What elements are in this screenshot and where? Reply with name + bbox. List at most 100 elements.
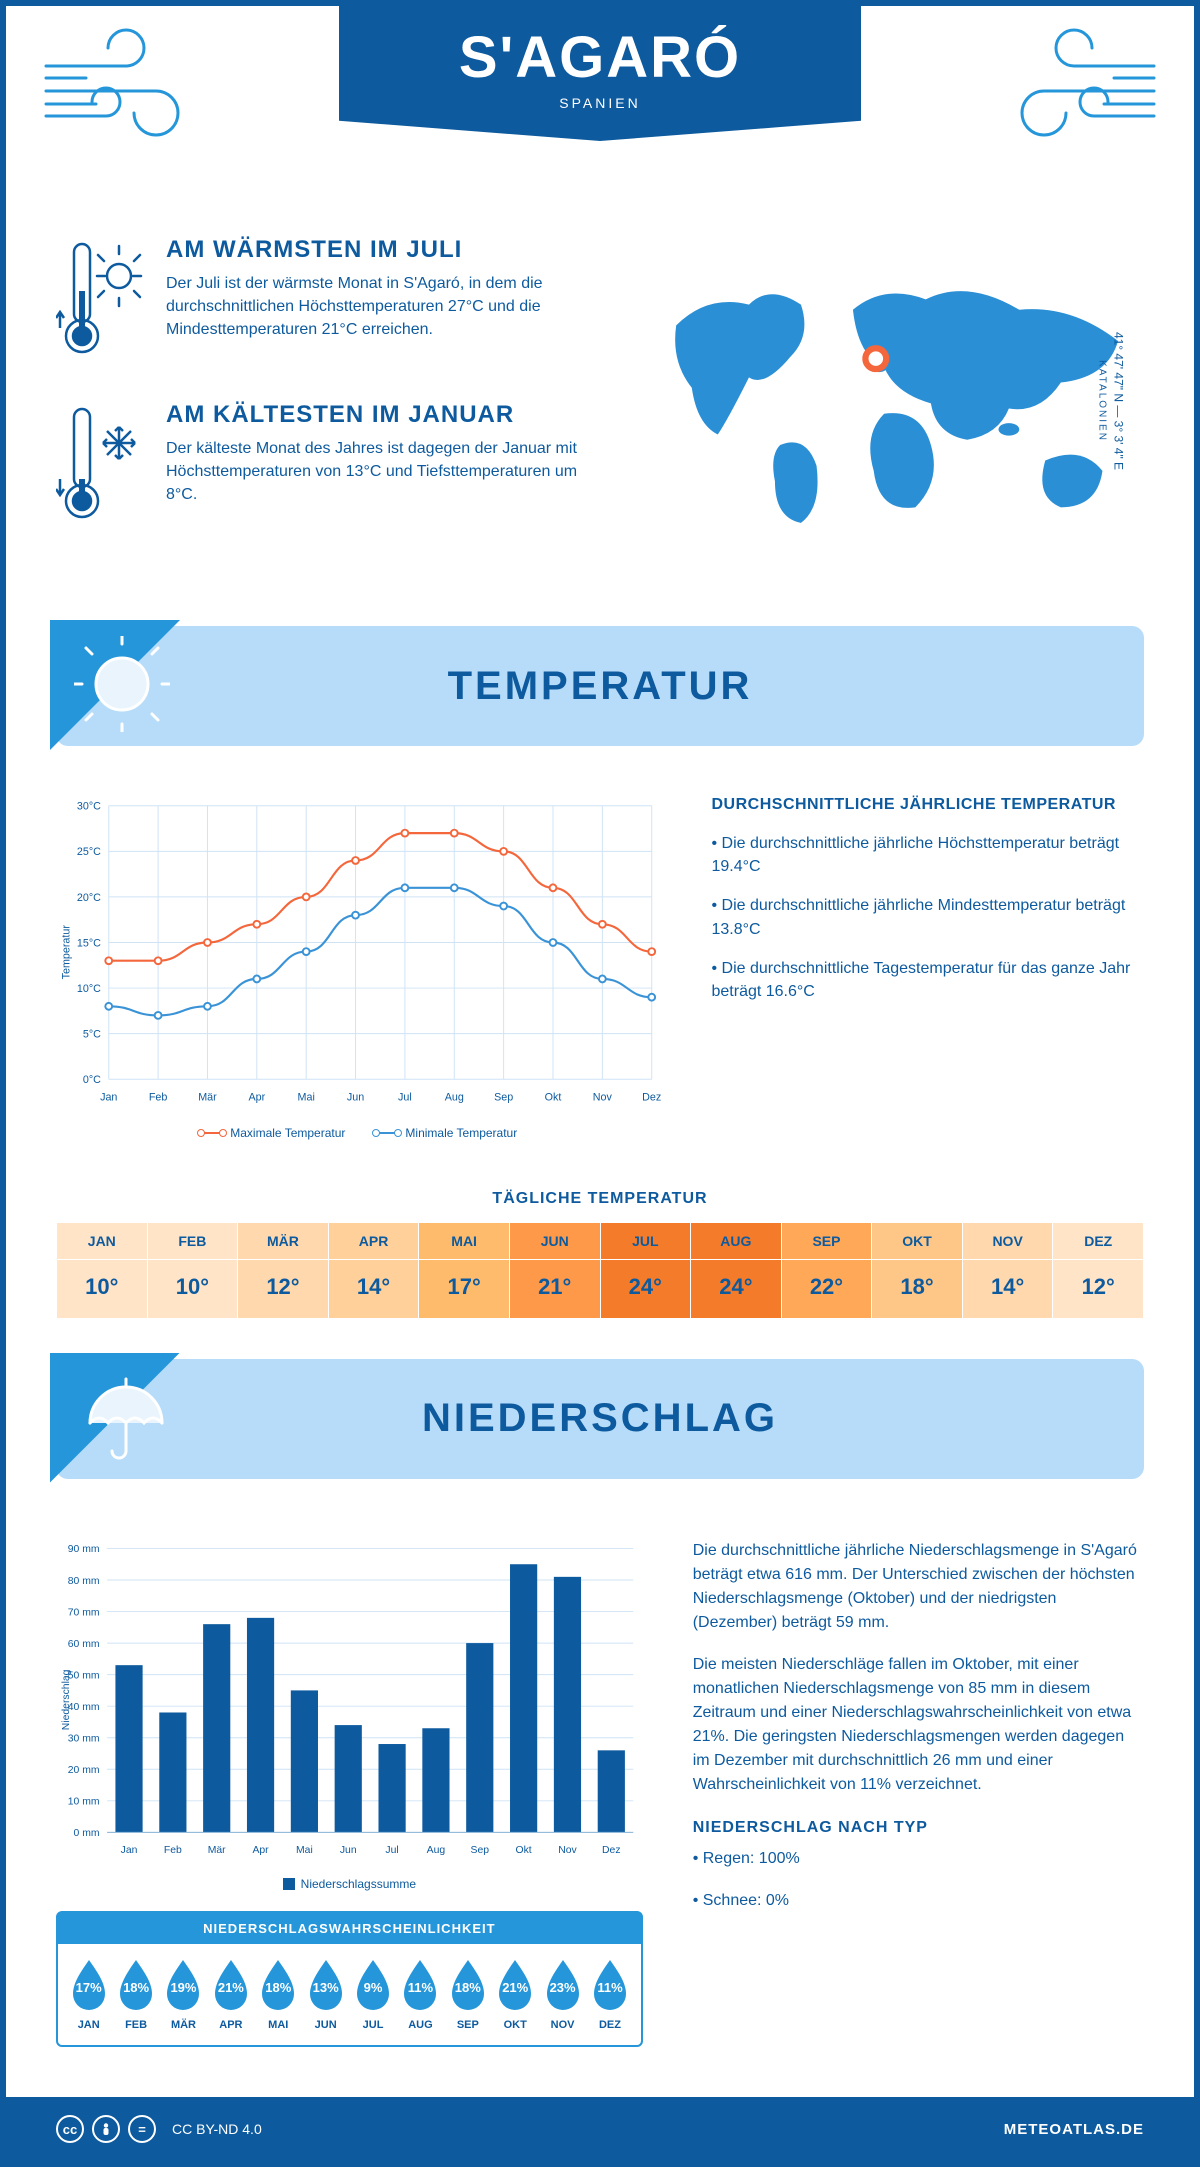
svg-text:10°C: 10°C bbox=[77, 983, 101, 995]
header: S'AGARÓ SPANIEN bbox=[6, 6, 1194, 226]
svg-text:Mai: Mai bbox=[298, 1092, 315, 1104]
fact-text: Der kälteste Monat des Jahres ist dagege… bbox=[166, 437, 605, 507]
footer: cc = CC BY-ND 4.0 METEOATLAS.DE bbox=[6, 2097, 1194, 2161]
svg-text:Dez: Dez bbox=[642, 1092, 661, 1104]
svg-text:80 mm: 80 mm bbox=[68, 1575, 100, 1586]
svg-text:40 mm: 40 mm bbox=[68, 1701, 100, 1712]
temp-area: 0°C5°C10°C15°C20°C25°C30°CJanFebMärAprMa… bbox=[6, 776, 1194, 1160]
brand-label: METEOATLAS.DE bbox=[1004, 2121, 1144, 2138]
stat-text: • Die durchschnittliche Tagestemperatur … bbox=[712, 957, 1145, 1003]
daily-value-cell: 22° bbox=[782, 1260, 873, 1319]
daily-head-cell: MAI bbox=[419, 1223, 510, 1260]
precipitation-bar-chart: 0 mm10 mm20 mm30 mm40 mm50 mm60 mm70 mm8… bbox=[56, 1539, 643, 1892]
temperature-line-chart: 0°C5°C10°C15°C20°C25°C30°CJanFebMärAprMa… bbox=[56, 796, 662, 1140]
svg-text:Mär: Mär bbox=[198, 1092, 217, 1104]
svg-text:Temperatur: Temperatur bbox=[61, 925, 73, 980]
fact-warmest: AM WÄRMSTEN IM JULI Der Juli ist der wär… bbox=[56, 236, 605, 371]
fact-text: Der Juli ist der wärmste Monat in S'Agar… bbox=[166, 272, 605, 342]
probability-drop: 18%MAI bbox=[256, 1958, 301, 2031]
probability-drop: 11%AUG bbox=[398, 1958, 443, 2031]
daily-value-cell: 21° bbox=[510, 1260, 601, 1319]
license-badge: cc = CC BY-ND 4.0 bbox=[56, 2115, 262, 2143]
svg-text:Sep: Sep bbox=[494, 1092, 513, 1104]
daily-head-cell: DEZ bbox=[1053, 1223, 1144, 1260]
svg-text:90 mm: 90 mm bbox=[68, 1544, 100, 1555]
daily-head-cell: JUN bbox=[510, 1223, 601, 1260]
daily-head-cell: JAN bbox=[57, 1223, 148, 1260]
daily-head-cell: FEB bbox=[148, 1223, 239, 1260]
wind-icon bbox=[1004, 26, 1164, 146]
probability-drop: 9%JUL bbox=[350, 1958, 395, 2031]
section-title: TEMPERATUR bbox=[448, 664, 753, 709]
daily-value-cell: 18° bbox=[872, 1260, 963, 1319]
probability-drop: 18%FEB bbox=[113, 1958, 158, 2031]
coordinates-label: 41° 47' 47" N — 3° 3' 4" E KATALONIEN bbox=[1096, 332, 1125, 470]
probability-drop: 13%JUN bbox=[303, 1958, 348, 2031]
precip-text: Die durchschnittliche jährliche Niedersc… bbox=[693, 1539, 1144, 2048]
daily-value-cell: 17° bbox=[419, 1260, 510, 1319]
svg-text:Okt: Okt bbox=[516, 1845, 532, 1856]
daily-value-cell: 14° bbox=[963, 1260, 1054, 1319]
daily-value-cell: 24° bbox=[601, 1260, 692, 1319]
stat-text: • Die durchschnittliche jährliche Mindes… bbox=[712, 894, 1145, 940]
svg-text:Aug: Aug bbox=[445, 1092, 464, 1104]
daily-head-cell: AUG bbox=[691, 1223, 782, 1260]
svg-text:Nov: Nov bbox=[593, 1092, 613, 1104]
daily-value-cell: 10° bbox=[57, 1260, 148, 1319]
svg-text:Mai: Mai bbox=[296, 1845, 313, 1856]
page-title: S'AGARÓ bbox=[459, 24, 741, 91]
daily-value-cell: 24° bbox=[691, 1260, 782, 1319]
svg-text:Okt: Okt bbox=[545, 1092, 562, 1104]
nd-icon: = bbox=[128, 2115, 156, 2143]
prob-title: NIEDERSCHLAGSWAHRSCHEINLICHKEIT bbox=[58, 1913, 641, 1944]
svg-text:5°C: 5°C bbox=[83, 1029, 101, 1041]
daily-value-cell: 10° bbox=[148, 1260, 239, 1319]
daily-value-cell: 12° bbox=[1053, 1260, 1144, 1319]
svg-text:Feb: Feb bbox=[149, 1092, 168, 1104]
svg-text:60 mm: 60 mm bbox=[68, 1638, 100, 1649]
daily-head-cell: SEP bbox=[782, 1223, 873, 1260]
chart-legend: Maximale Temperatur Minimale Temperatur bbox=[56, 1126, 662, 1140]
page-subtitle: SPANIEN bbox=[459, 95, 741, 111]
svg-text:Apr: Apr bbox=[248, 1092, 265, 1104]
infographic-page: S'AGARÓ SPANIEN bbox=[0, 0, 1200, 2167]
facts-column: AM WÄRMSTEN IM JULI Der Juli ist der wär… bbox=[56, 236, 605, 566]
svg-text:Jun: Jun bbox=[347, 1092, 364, 1104]
svg-text:Jul: Jul bbox=[385, 1845, 398, 1856]
svg-text:Jan: Jan bbox=[121, 1845, 138, 1856]
map-column: 41° 47' 47" N — 3° 3' 4" E KATALONIEN bbox=[645, 236, 1144, 566]
svg-text:Jul: Jul bbox=[398, 1092, 412, 1104]
svg-text:15°C: 15°C bbox=[77, 937, 101, 949]
daily-head-cell: JUL bbox=[601, 1223, 692, 1260]
probability-drop: 17%JAN bbox=[66, 1958, 111, 2031]
svg-text:30 mm: 30 mm bbox=[68, 1733, 100, 1744]
svg-text:Jun: Jun bbox=[340, 1845, 357, 1856]
svg-text:50 mm: 50 mm bbox=[68, 1670, 100, 1681]
license-text: CC BY-ND 4.0 bbox=[172, 2121, 262, 2137]
temp-stats: DURCHSCHNITTLICHE JÄHRLICHE TEMPERATUR •… bbox=[712, 796, 1145, 1140]
type-snow: • Schnee: 0% bbox=[693, 1889, 1144, 1913]
thermometer-snow-icon bbox=[56, 401, 146, 536]
svg-text:10 mm: 10 mm bbox=[68, 1796, 100, 1807]
svg-text:Jan: Jan bbox=[100, 1092, 117, 1104]
svg-text:Apr: Apr bbox=[252, 1845, 269, 1856]
svg-text:Sep: Sep bbox=[471, 1845, 490, 1856]
umbrella-icon bbox=[74, 1369, 170, 1470]
probability-drop: 19%MÄR bbox=[161, 1958, 206, 2031]
thermometer-sun-icon bbox=[56, 236, 146, 371]
daily-head-cell: OKT bbox=[872, 1223, 963, 1260]
probability-drop: 21%APR bbox=[208, 1958, 253, 2031]
wind-icon bbox=[36, 26, 196, 146]
type-heading: NIEDERSCHLAG NACH TYP bbox=[693, 1819, 1144, 1837]
svg-text:Aug: Aug bbox=[427, 1845, 446, 1856]
body-text: Die durchschnittliche jährliche Niedersc… bbox=[693, 1539, 1144, 1635]
precip-section-banner: NIEDERSCHLAG bbox=[56, 1359, 1144, 1479]
cc-icon: cc bbox=[56, 2115, 84, 2143]
probability-drop: 18%SEP bbox=[445, 1958, 490, 2031]
daily-head-cell: APR bbox=[329, 1223, 420, 1260]
fact-title: AM KÄLTESTEN IM JANUAR bbox=[166, 401, 605, 429]
svg-text:Mär: Mär bbox=[208, 1845, 226, 1856]
temp-section-banner: TEMPERATUR bbox=[56, 626, 1144, 746]
section-title: NIEDERSCHLAG bbox=[422, 1396, 778, 1441]
probability-drop: 21%OKT bbox=[493, 1958, 538, 2031]
